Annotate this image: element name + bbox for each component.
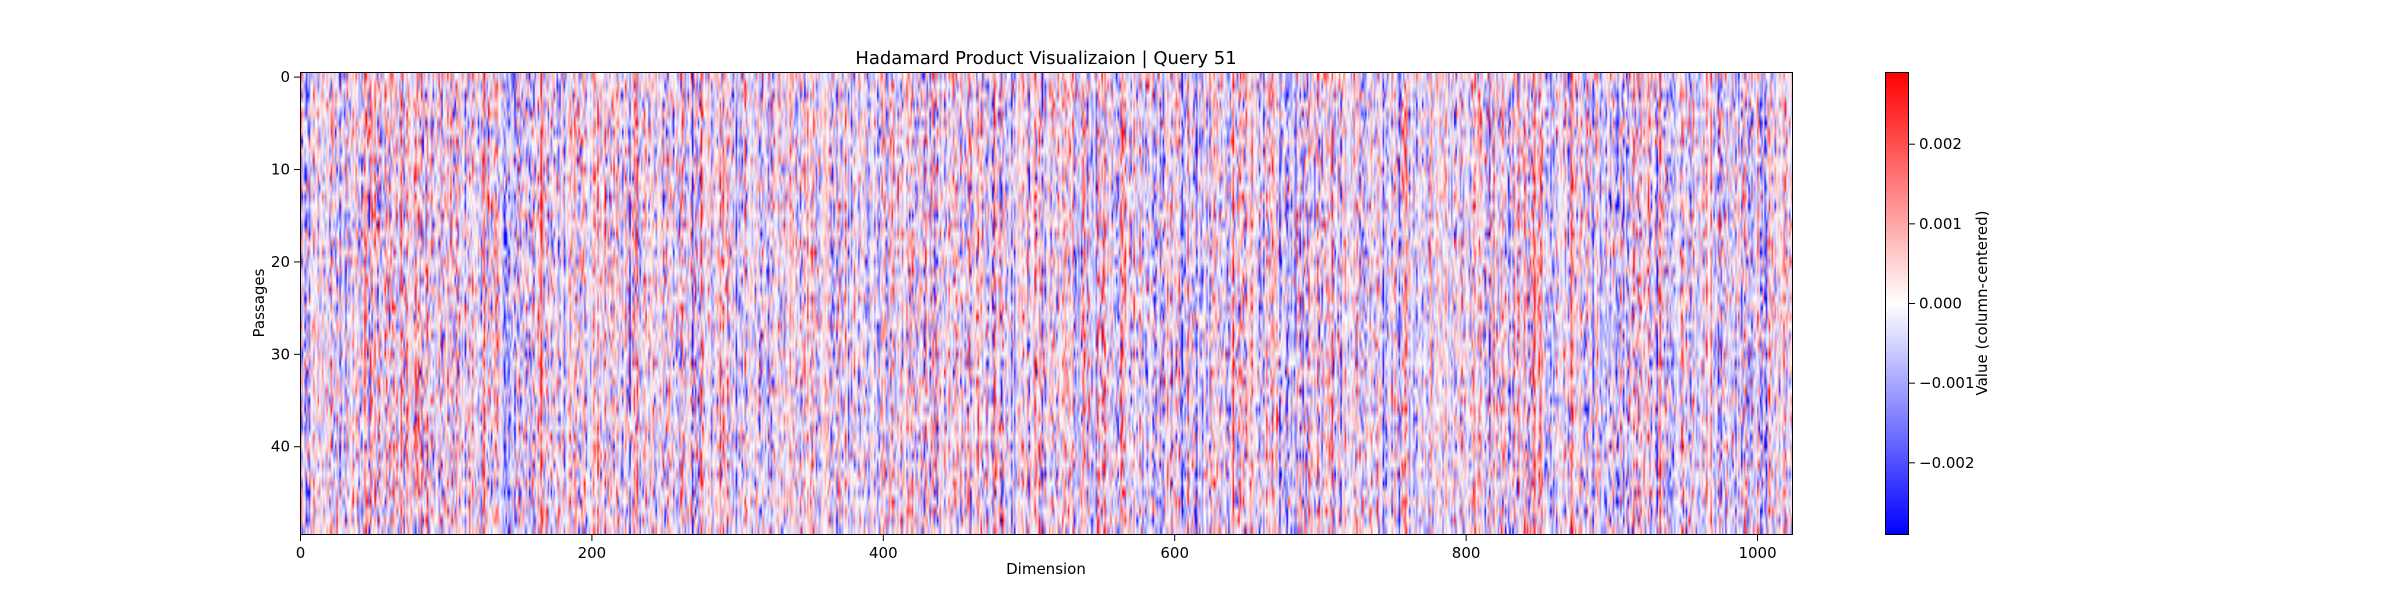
- y-axis-label: Passages: [250, 268, 268, 337]
- colorbar-tick-label: −0.002: [1919, 454, 1975, 472]
- colorbar-tick-label: 0.000: [1919, 295, 1962, 313]
- heatmap-frame: [300, 72, 1793, 535]
- x-tick-label: 1000: [1738, 544, 1776, 562]
- x-axis-ticks: 0 200 400 600 800 1000: [296, 534, 1777, 562]
- colorbar-tick-label: −0.001: [1919, 374, 1975, 392]
- chart-title: Hadamard Product Visualizaion | Query 51: [855, 48, 1236, 69]
- colorbar: 0.002 0.001 0.000 −0.001 −0.002 Value (colum…: [1885, 72, 1991, 535]
- y-tick-label: 30: [271, 345, 290, 363]
- y-axis-ticks: 0 10 20 30 40: [271, 68, 301, 456]
- colorbar-ticks: 0.002 0.001 0.000 −0.001 −0.002: [1908, 135, 1975, 472]
- colorbar-tick-label: 0.002: [1919, 135, 1962, 153]
- x-tick-label: 800: [1452, 544, 1481, 562]
- heatmap-axes: 0 200 400 600 800 1000 0 10 20 30 40 Dimension Pa…: [250, 68, 1793, 578]
- y-tick-label: 0: [280, 68, 290, 86]
- x-tick-label: 600: [1160, 544, 1189, 562]
- colorbar-gradient: [1885, 72, 1909, 535]
- colorbar-label: Value (column-centered): [1973, 211, 1991, 396]
- y-tick-label: 10: [271, 161, 290, 179]
- x-tick-label: 0: [296, 544, 306, 562]
- x-tick-label: 200: [578, 544, 607, 562]
- x-axis-label: Dimension: [1006, 560, 1086, 578]
- y-tick-label: 40: [271, 438, 290, 456]
- x-tick-label: 400: [869, 544, 898, 562]
- y-tick-label: 20: [271, 253, 290, 271]
- colorbar-tick-label: 0.001: [1919, 215, 1962, 233]
- heatmap-image: [300, 72, 1792, 534]
